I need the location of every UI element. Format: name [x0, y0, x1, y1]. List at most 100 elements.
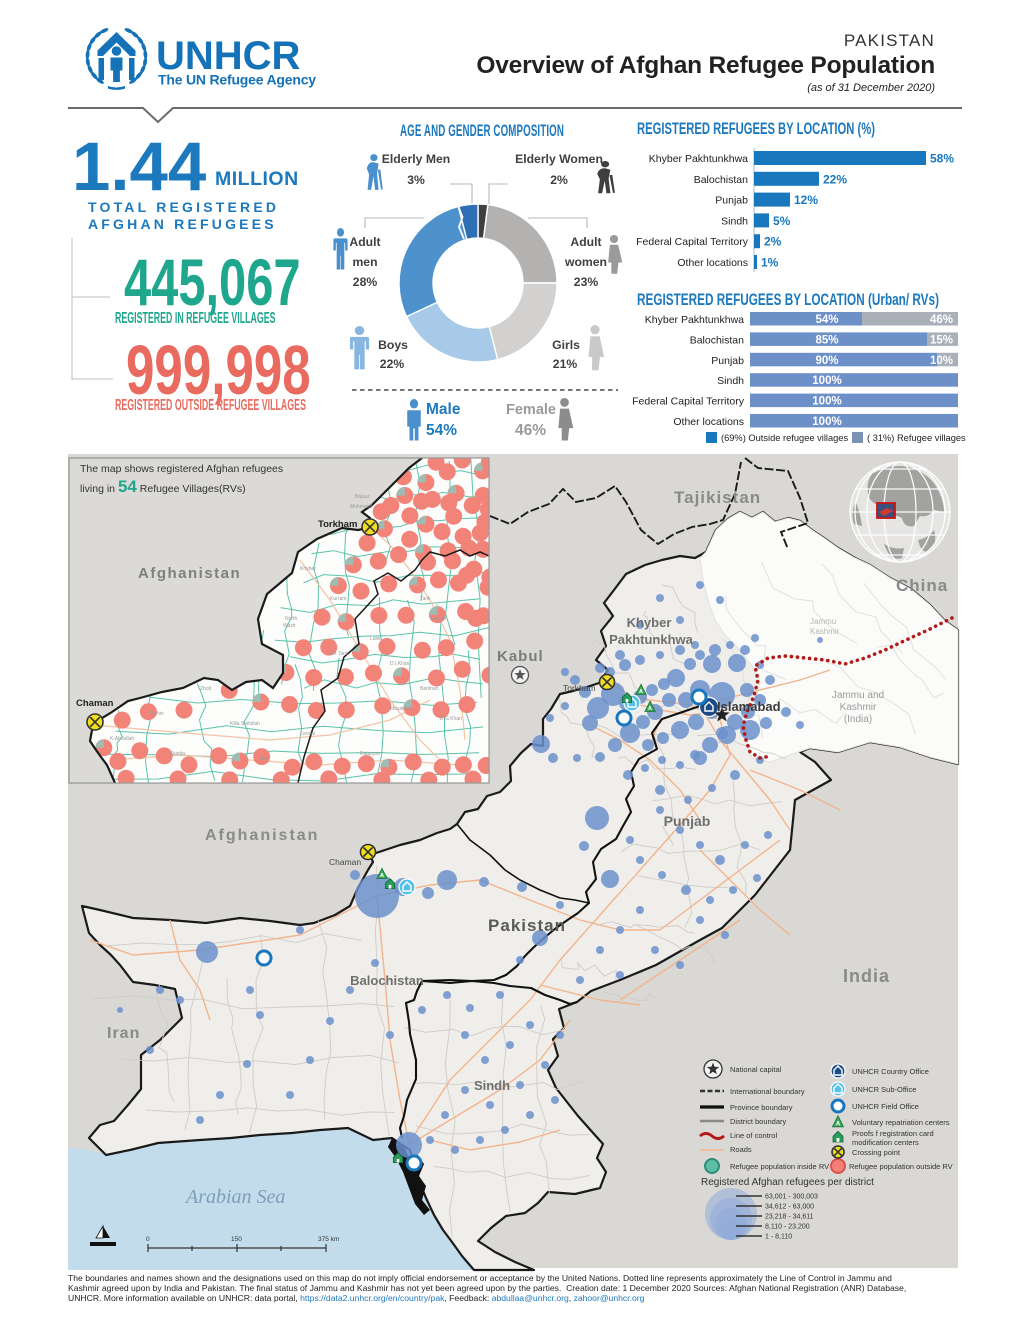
- svg-text:Arabian Sea: Arabian Sea: [184, 1186, 285, 1208]
- svg-text:Barkhan: Barkhan: [420, 686, 439, 692]
- svg-text:Lakki: Lakki: [370, 636, 382, 642]
- svg-text:Female: Female: [506, 402, 556, 418]
- svg-text:District boundary: District boundary: [730, 1117, 787, 1126]
- svg-text:2%: 2%: [764, 235, 782, 249]
- svg-text:Mohmand: Mohmand: [350, 504, 372, 510]
- svg-text:22%: 22%: [380, 357, 405, 371]
- svg-text:REGISTERED REFUGEES BY LOCATIO: REGISTERED REFUGEES BY LOCATION (%): [637, 120, 875, 138]
- svg-text:Wazir.: Wazir.: [283, 623, 297, 629]
- svg-text:Khyber: Khyber: [627, 615, 672, 630]
- svg-text:Kurram: Kurram: [330, 596, 346, 602]
- svg-text:Rajanpur: Rajanpur: [360, 751, 381, 757]
- svg-text:Pakistan: Pakistan: [488, 916, 566, 935]
- svg-text:Voluntary repatriation centers: Voluntary repatriation centers: [852, 1118, 950, 1127]
- svg-text:Registered Afghan refugees per: Registered Afghan refugees per district: [701, 1177, 874, 1188]
- svg-text:Kashmir: Kashmir: [810, 627, 840, 636]
- svg-text:Jammu and: Jammu and: [832, 690, 884, 701]
- svg-text:100%: 100%: [812, 375, 841, 387]
- svg-text:Chaman: Chaman: [76, 698, 114, 709]
- svg-text:India: India: [843, 966, 890, 986]
- svg-text:Afghanistan: Afghanistan: [205, 827, 319, 844]
- svg-text:men: men: [352, 255, 377, 269]
- svg-text:90%: 90%: [815, 355, 838, 367]
- svg-text:Girls: Girls: [552, 338, 580, 352]
- svg-text:modification centers: modification centers: [852, 1138, 919, 1147]
- svg-text:Tank: Tank: [420, 596, 431, 602]
- svg-text:UNHCR Country Office: UNHCR Country Office: [852, 1067, 929, 1076]
- svg-text:Sindh: Sindh: [721, 215, 748, 227]
- svg-text:Adult: Adult: [570, 235, 601, 249]
- svg-text:2%: 2%: [550, 173, 568, 187]
- svg-text:UNHCR Field Office: UNHCR Field Office: [852, 1102, 919, 1111]
- svg-text:China: China: [896, 576, 948, 595]
- svg-text:Balochistan: Balochistan: [694, 174, 748, 186]
- svg-text:North: North: [285, 616, 297, 622]
- svg-text:375 km: 375 km: [318, 1236, 339, 1243]
- svg-text:Iran: Iran: [107, 1025, 140, 1042]
- svg-text:21%: 21%: [553, 357, 578, 371]
- svg-text:Proofs f registration card: Proofs f registration card: [852, 1129, 934, 1138]
- svg-text:Other locations: Other locations: [673, 416, 744, 428]
- svg-text:100%: 100%: [812, 416, 841, 428]
- svg-text:K.Abdullah: K.Abdullah: [110, 736, 134, 742]
- svg-text:5%: 5%: [773, 214, 791, 228]
- svg-text:Chaman: Chaman: [329, 857, 361, 867]
- svg-text:46%: 46%: [515, 422, 546, 439]
- svg-text:28%: 28%: [353, 275, 378, 289]
- svg-text:International boundary: International boundary: [730, 1087, 805, 1096]
- svg-text:Balochistan: Balochistan: [690, 334, 744, 346]
- svg-text:Khyber Pakhtunkhwa: Khyber Pakhtunkhwa: [645, 314, 744, 326]
- svg-text:54%: 54%: [426, 422, 457, 439]
- svg-text:x: x: [340, 0, 343, 2]
- svg-text:REGISTERED REFUGEES BY LOCATIO: REGISTERED REFUGEES BY LOCATION (Urban/ …: [637, 291, 939, 309]
- svg-text:58%: 58%: [930, 152, 954, 166]
- svg-text:A: A: [380, 873, 384, 879]
- svg-text:Khyber Pakhtunkhwa: Khyber Pakhtunkhwa: [649, 153, 748, 165]
- svg-text:Zhob: Zhob: [200, 686, 212, 692]
- svg-text:A: A: [648, 706, 652, 712]
- svg-text:Musakhel: Musakhel: [390, 706, 411, 712]
- svg-text:women: women: [564, 255, 607, 269]
- svg-text:UNHCR: UNHCR: [156, 34, 301, 78]
- svg-text:Federal Capital Territory: Federal Capital Territory: [632, 396, 745, 408]
- svg-text:Kashmir: Kashmir: [840, 702, 877, 713]
- svg-text:54%: 54%: [815, 314, 838, 326]
- svg-text:85%: 85%: [815, 334, 838, 346]
- svg-text:(69%) Outside refugee villages: (69%) Outside refugee villages: [721, 433, 848, 443]
- svg-text:23,218 - 34,611: 23,218 - 34,611: [765, 1214, 814, 1221]
- svg-text:Male: Male: [426, 401, 461, 418]
- svg-text:Layyah: Layyah: [430, 616, 446, 622]
- svg-text:Refugee population outside RV: Refugee population outside RV: [849, 1162, 953, 1171]
- svg-text:Islamabad: Islamabad: [717, 699, 781, 714]
- svg-text:The map shows registered Afgha: The map shows registered Afghan refugees: [80, 463, 283, 475]
- svg-text:FR Tank: FR Tank: [330, 651, 349, 657]
- svg-text:UNHCR Sub-Office: UNHCR Sub-Office: [852, 1085, 916, 1094]
- svg-text:Boys: Boys: [378, 338, 408, 352]
- svg-text:46%: 46%: [930, 314, 953, 326]
- svg-text:Punjab: Punjab: [711, 355, 744, 367]
- svg-text:1%: 1%: [761, 256, 779, 270]
- svg-text:Sindh: Sindh: [717, 375, 744, 387]
- svg-text:8,110 - 23,200: 8,110 - 23,200: [765, 1224, 810, 1231]
- svg-text:Torkham: Torkham: [318, 519, 357, 530]
- svg-text:Pishin: Pishin: [150, 711, 164, 717]
- svg-text:22%: 22%: [823, 172, 847, 186]
- svg-text:Adult: Adult: [349, 235, 380, 249]
- svg-text:Other locations: Other locations: [677, 257, 748, 269]
- svg-text:Federal Capital Territory: Federal Capital Territory: [636, 236, 749, 248]
- svg-text:The UN Refugee Agency: The UN Refugee Agency: [158, 72, 316, 88]
- svg-text:Afghanistan: Afghanistan: [138, 565, 241, 582]
- svg-text:12%: 12%: [794, 193, 818, 207]
- svg-text:(India): (India): [844, 714, 872, 725]
- svg-text:Bajaur: Bajaur: [355, 494, 370, 500]
- svg-text:Balochistan: Balochistan: [350, 973, 424, 988]
- svg-text:Pakhtunkhwa: Pakhtunkhwa: [609, 632, 694, 647]
- svg-text:A: A: [639, 689, 643, 695]
- svg-text:23%: 23%: [574, 275, 599, 289]
- svg-text:( 31%) Refugee villages: ( 31%) Refugee villages: [867, 433, 966, 443]
- svg-text:Punjab: Punjab: [715, 195, 748, 207]
- svg-text:15%: 15%: [930, 334, 953, 346]
- svg-text:Elderly Men: Elderly Men: [382, 152, 450, 166]
- svg-text:100%: 100%: [812, 396, 841, 408]
- svg-text:1 - 8,110: 1 - 8,110: [765, 1234, 792, 1241]
